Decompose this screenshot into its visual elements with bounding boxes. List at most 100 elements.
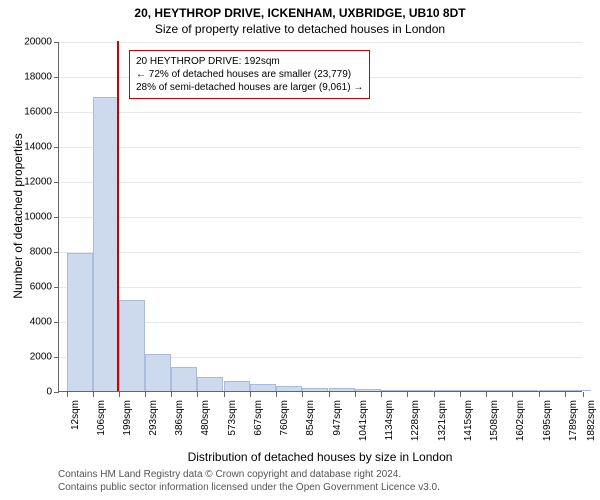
y-tick-label: 4000 [12, 317, 52, 328]
y-tick [54, 322, 59, 323]
histogram-bar [302, 388, 328, 392]
grid-line [59, 217, 582, 218]
y-tick-label: 20000 [12, 37, 52, 48]
attribution-line1: Contains HM Land Registry data © Crown c… [58, 468, 440, 481]
y-tick-label: 12000 [12, 177, 52, 188]
histogram-bar [276, 386, 302, 391]
y-tick [54, 357, 59, 358]
callout-line3: 28% of semi-detached houses are larger (… [136, 81, 363, 94]
chart-title-sub: Size of property relative to detached ho… [0, 20, 600, 36]
x-tick-label: 1415sqm [463, 400, 474, 441]
chart-title-main: 20, HEYTHROP DRIVE, ICKENHAM, UXBRIDGE, … [0, 0, 600, 20]
callout-line1: 20 HEYTHROP DRIVE: 192sqm [136, 55, 363, 68]
y-tick [54, 147, 59, 148]
y-tick [54, 287, 59, 288]
attribution-line2: Contains public sector information licen… [58, 481, 440, 494]
x-axis-title: Distribution of detached houses by size … [58, 450, 582, 464]
x-tick [302, 392, 303, 397]
histogram-bar [434, 390, 460, 391]
callout-box: 20 HEYTHROP DRIVE: 192sqm← 72% of detach… [129, 50, 370, 99]
histogram-bar [329, 388, 355, 391]
x-tick [171, 392, 172, 397]
y-tick-label: 2000 [12, 352, 52, 363]
x-tick-label: 106sqm [96, 400, 107, 436]
histogram-bar [512, 390, 538, 391]
x-tick [355, 392, 356, 397]
y-tick-label: 14000 [12, 142, 52, 153]
x-tick-label: 199sqm [122, 400, 133, 436]
y-tick [54, 392, 59, 393]
x-tick [145, 392, 146, 397]
x-tick [434, 392, 435, 397]
histogram-bar [145, 354, 171, 391]
x-tick-label: 293sqm [148, 400, 159, 436]
histogram-bar [93, 97, 119, 391]
histogram-bar [355, 389, 381, 391]
x-tick-label: 1321sqm [437, 400, 448, 441]
x-tick-label: 1695sqm [542, 400, 553, 441]
y-tick [54, 182, 59, 183]
x-tick-label: 667sqm [253, 400, 264, 436]
histogram-bar [565, 390, 591, 391]
x-tick [93, 392, 94, 397]
x-tick-label: 12sqm [70, 400, 81, 430]
x-tick-label: 1789sqm [568, 400, 579, 441]
histogram-bar [486, 390, 512, 391]
x-tick [276, 392, 277, 397]
attribution-text: Contains HM Land Registry data © Crown c… [58, 468, 440, 494]
x-tick [67, 392, 68, 397]
histogram-bar [250, 384, 276, 391]
x-tick [486, 392, 487, 397]
y-tick-label: 8000 [12, 247, 52, 258]
callout-line2: ← 72% of detached houses are smaller (23… [136, 68, 363, 81]
y-tick [54, 77, 59, 78]
x-tick-label: 573sqm [227, 400, 238, 436]
y-tick [54, 217, 59, 218]
histogram-bar [539, 390, 565, 391]
y-tick [54, 112, 59, 113]
x-tick-label: 854sqm [305, 400, 316, 436]
x-tick [539, 392, 540, 397]
y-tick-label: 16000 [12, 107, 52, 118]
histogram-bar [119, 300, 145, 391]
x-tick-label: 1882sqm [586, 400, 597, 441]
x-tick-label: 760sqm [279, 400, 290, 436]
x-tick-label: 947sqm [332, 400, 343, 436]
y-tick-label: 10000 [12, 212, 52, 223]
chart-plot-area: 20 HEYTHROP DRIVE: 192sqm← 72% of detach… [58, 42, 582, 392]
grid-line [59, 252, 582, 253]
grid-line [59, 42, 582, 43]
y-tick-label: 0 [12, 387, 52, 398]
x-tick-label: 1041sqm [358, 400, 369, 441]
histogram-bar [197, 377, 223, 391]
x-tick [407, 392, 408, 397]
grid-line [59, 112, 582, 113]
x-tick-label: 386sqm [174, 400, 185, 436]
histogram-bar [460, 390, 486, 391]
histogram-bar [67, 253, 93, 391]
histogram-bar [407, 390, 433, 391]
x-tick [512, 392, 513, 397]
y-tick-label: 18000 [12, 72, 52, 83]
grid-line [59, 287, 582, 288]
grid-line [59, 182, 582, 183]
x-tick [381, 392, 382, 397]
grid-line [59, 147, 582, 148]
y-tick [54, 252, 59, 253]
x-tick-label: 1508sqm [489, 400, 500, 441]
x-tick [460, 392, 461, 397]
x-tick [119, 392, 120, 397]
x-tick [197, 392, 198, 397]
x-tick [565, 392, 566, 397]
x-tick [583, 392, 584, 397]
histogram-bar [171, 367, 197, 392]
histogram-bar [224, 381, 250, 391]
x-tick-label: 480sqm [200, 400, 211, 436]
histogram-bar [381, 390, 407, 391]
x-tick [329, 392, 330, 397]
property-marker-line [117, 41, 119, 391]
x-tick-label: 1134sqm [384, 400, 395, 440]
x-tick-label: 1602sqm [515, 400, 526, 441]
x-tick [250, 392, 251, 397]
y-tick-label: 6000 [12, 282, 52, 293]
